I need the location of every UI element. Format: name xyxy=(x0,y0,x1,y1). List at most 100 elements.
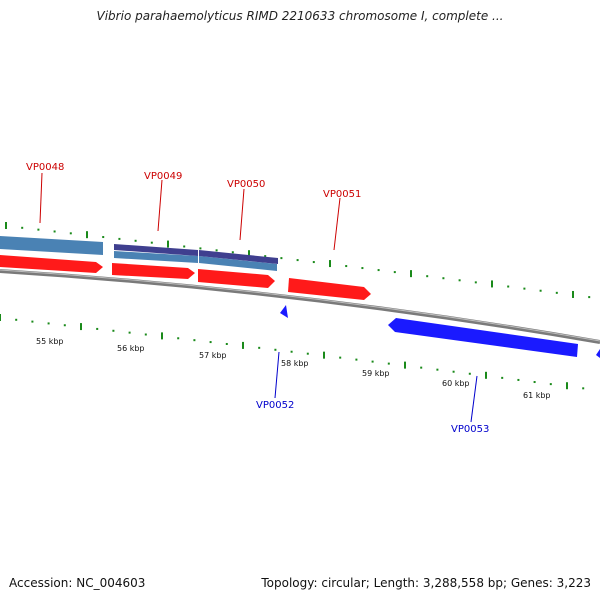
outer-minor-tick xyxy=(21,226,24,229)
outer-major-tick xyxy=(86,231,88,239)
outer-major-tick xyxy=(167,240,169,248)
inner-minor-tick xyxy=(387,362,390,365)
tick-label-55kbp: 55 kbp xyxy=(36,337,64,346)
gene-arrow-offscreen xyxy=(596,349,600,358)
inner-minor-tick xyxy=(258,346,261,349)
outer-minor-tick xyxy=(118,237,121,240)
inner-minor-tick xyxy=(274,348,277,351)
inner-tick-row xyxy=(0,314,585,390)
gene-arrow-vp0050[interactable] xyxy=(198,269,275,288)
leader-vp0048 xyxy=(39,172,43,224)
inner-minor-tick xyxy=(517,378,520,381)
inner-minor-tick xyxy=(549,383,552,386)
inner-minor-tick xyxy=(193,339,196,342)
inner-major-tick xyxy=(0,314,1,321)
inner-minor-tick xyxy=(582,387,585,390)
inner-major-tick xyxy=(485,371,487,379)
leader-vp0051 xyxy=(333,197,341,251)
inner-major-tick xyxy=(323,351,325,359)
outer-minor-tick xyxy=(199,247,202,250)
cds-bar-blue-3 xyxy=(199,256,277,271)
inner-major-tick xyxy=(161,332,163,340)
gene-arrow-vp0052[interactable] xyxy=(280,305,288,318)
outer-minor-tick xyxy=(377,269,380,272)
outer-minor-tick xyxy=(37,228,40,231)
inner-minor-tick xyxy=(290,350,293,353)
inner-minor-tick xyxy=(31,320,34,323)
inner-minor-tick xyxy=(339,356,342,359)
gene-arrow-vp0051[interactable] xyxy=(288,278,371,300)
outer-major-tick xyxy=(410,270,412,278)
outer-major-tick xyxy=(248,250,250,258)
accession-text: Accession: NC_004603 xyxy=(9,576,146,590)
tick-label-60kbp: 60 kbp xyxy=(442,379,470,388)
outer-minor-tick xyxy=(458,279,461,282)
inner-minor-tick xyxy=(371,360,374,363)
outer-minor-tick xyxy=(231,251,234,254)
inner-minor-tick xyxy=(63,324,66,327)
outer-minor-tick xyxy=(280,257,283,260)
inner-minor-tick xyxy=(436,368,439,371)
outer-major-tick xyxy=(329,260,331,268)
inner-minor-tick xyxy=(501,376,504,379)
outer-minor-tick xyxy=(426,275,429,278)
tick-label-59kbp: 59 kbp xyxy=(362,369,390,378)
inner-minor-tick xyxy=(47,322,50,325)
inner-minor-tick xyxy=(452,370,455,373)
outer-minor-tick xyxy=(183,245,186,248)
cds-bar-blue-2 xyxy=(114,251,198,263)
genome-backbone-highlight xyxy=(0,269,600,342)
inner-minor-tick xyxy=(177,337,180,340)
gene-arrow-vp0053[interactable] xyxy=(388,318,578,357)
outer-minor-tick xyxy=(555,291,558,294)
outer-minor-tick xyxy=(296,259,299,262)
cds-bar-blue-1 xyxy=(0,236,103,255)
genome-backbone xyxy=(0,269,600,344)
gene-label-vp0050[interactable]: VP0050 xyxy=(227,179,265,190)
tick-label-56kbp: 56 kbp xyxy=(117,344,145,353)
outer-minor-tick xyxy=(588,296,591,299)
outer-minor-tick xyxy=(345,265,348,268)
inner-minor-tick xyxy=(468,372,471,375)
inner-minor-tick xyxy=(225,342,228,345)
outer-minor-tick xyxy=(507,285,510,288)
leader-vp0052 xyxy=(274,351,280,399)
outer-minor-tick xyxy=(264,255,267,258)
inner-major-tick xyxy=(566,382,568,390)
tick-label-58kbp: 58 kbp xyxy=(281,359,309,368)
inner-major-tick xyxy=(242,341,244,349)
gene-label-vp0049[interactable]: VP0049 xyxy=(144,171,182,182)
cds-bar-purple-2 xyxy=(199,250,278,264)
outer-minor-tick xyxy=(442,277,445,280)
outer-minor-tick xyxy=(312,261,315,264)
inner-minor-tick xyxy=(144,333,147,336)
inner-minor-tick xyxy=(96,327,99,330)
gene-arrow-vp0049[interactable] xyxy=(112,263,195,279)
outer-minor-tick xyxy=(134,239,137,242)
gene-label-vp0051[interactable]: VP0051 xyxy=(323,189,361,200)
inner-minor-tick xyxy=(533,381,536,384)
outer-tick-row xyxy=(5,222,591,299)
gene-label-vp0053[interactable]: VP0053 xyxy=(451,424,489,435)
inner-minor-tick xyxy=(355,358,358,361)
outer-minor-tick xyxy=(523,287,526,290)
inner-minor-tick xyxy=(128,331,131,334)
outer-minor-tick xyxy=(150,241,153,244)
gene-label-vp0052[interactable]: VP0052 xyxy=(256,400,294,411)
map-title: Vibrio parahaemolyticus RIMD 2210633 chr… xyxy=(96,9,504,23)
outer-minor-tick xyxy=(215,249,218,252)
outer-minor-tick xyxy=(393,271,396,274)
inner-minor-tick xyxy=(15,318,18,321)
outer-minor-tick xyxy=(474,281,477,284)
gene-arrow-vp0048[interactable] xyxy=(0,255,103,273)
leader-vp0049 xyxy=(157,179,163,232)
outer-major-tick xyxy=(491,280,493,288)
outer-minor-tick xyxy=(539,289,542,292)
outer-minor-tick xyxy=(53,230,56,233)
outer-minor-tick xyxy=(361,267,364,270)
inner-minor-tick xyxy=(112,329,115,332)
inner-minor-tick xyxy=(420,366,423,369)
gene-label-vp0048[interactable]: VP0048 xyxy=(26,162,64,173)
outer-minor-tick xyxy=(102,236,105,239)
